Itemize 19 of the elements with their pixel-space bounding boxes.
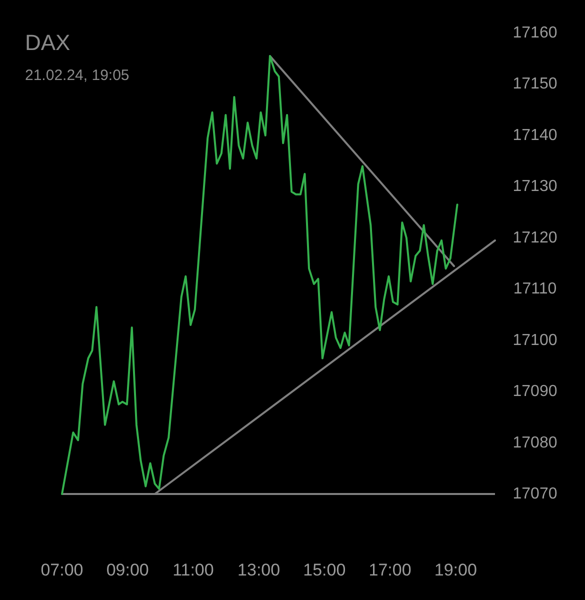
x-tick-label: 13:00 xyxy=(238,560,280,580)
y-tick-label: 17110 xyxy=(513,280,557,298)
x-tick-label: 07:00 xyxy=(40,560,84,580)
y-tick-label: 17150 xyxy=(512,76,558,93)
x-tick-label: 19:00 xyxy=(434,560,477,580)
y-tick-label: 17080 xyxy=(512,434,558,452)
y-tick-label: 17130 xyxy=(512,178,558,196)
y-tick-label: 17160 xyxy=(512,24,558,42)
chart-title: DAX xyxy=(25,30,71,55)
y-tick-label: 17140 xyxy=(512,126,558,144)
text: 21.02.24, 19:05 xyxy=(25,67,130,84)
y-tick-label: 17070 xyxy=(512,486,558,502)
x-tick-label: 17:00 xyxy=(368,560,412,580)
y-tick-label: 17120 xyxy=(512,229,558,246)
y-tick-label: 17100 xyxy=(512,332,558,349)
x-tick-label: 11:00 xyxy=(172,560,214,580)
y-tick-label: 17090 xyxy=(512,383,558,400)
x-tick-label: 09:00 xyxy=(106,560,149,580)
x-tick-label: 15:00 xyxy=(303,560,346,580)
